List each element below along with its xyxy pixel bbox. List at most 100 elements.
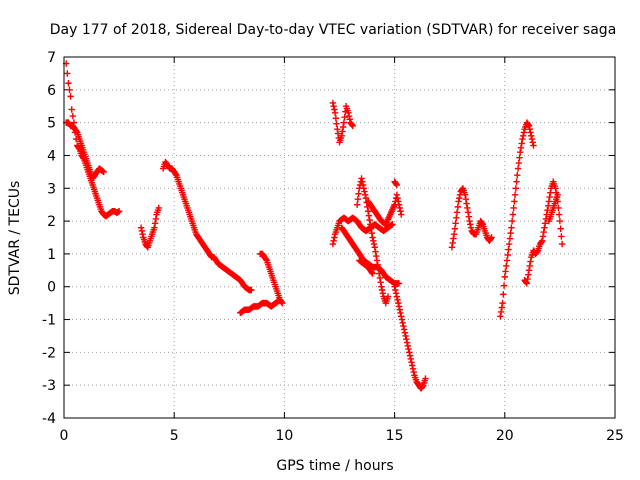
- y-tick-label: -4: [42, 411, 56, 427]
- series-segment-16: [497, 119, 537, 320]
- data-point: [506, 240, 513, 248]
- data-point: [558, 233, 565, 240]
- series-segment-4: [159, 158, 255, 294]
- data-point: [515, 159, 522, 167]
- data-point: [400, 326, 408, 333]
- x-tick-label: 20: [496, 428, 514, 444]
- data-point: [557, 225, 564, 232]
- data-point: [349, 122, 356, 130]
- data-point: [540, 228, 547, 236]
- data-point: [278, 298, 285, 306]
- data-point: [362, 191, 369, 199]
- data-point: [409, 365, 417, 372]
- data-point: [340, 119, 348, 126]
- data-point: [525, 267, 533, 274]
- series-segment-9: [353, 175, 392, 307]
- data-point: [464, 209, 472, 216]
- series-segment-12: [356, 257, 376, 277]
- x-axis-label: GPS time / hours: [276, 458, 393, 474]
- data-point: [394, 194, 401, 202]
- data-point: [397, 309, 404, 317]
- series-segment-6: [256, 250, 286, 307]
- y-tick-labels: -4 -3 -2 -1 0 1 2 3 4 5 6 7: [42, 50, 56, 427]
- series-segment-5: [237, 296, 284, 317]
- data-point: [514, 171, 521, 179]
- data-point: [329, 99, 337, 107]
- data-point: [395, 303, 403, 310]
- data-point: [331, 234, 338, 241]
- data-point: [526, 126, 533, 133]
- data-point: [392, 286, 399, 294]
- data-point: [396, 204, 403, 212]
- data-point: [365, 212, 373, 219]
- data-point: [500, 282, 508, 289]
- data-point: [408, 359, 415, 366]
- data-point: [539, 233, 547, 240]
- data-point: [503, 257, 511, 264]
- x-tick-label: 10: [275, 428, 293, 444]
- data-point: [361, 188, 368, 195]
- data-point: [369, 270, 376, 277]
- data-point: [393, 191, 401, 199]
- series-segment-11: [364, 191, 405, 228]
- data-point: [508, 217, 516, 225]
- data-point: [391, 283, 398, 290]
- data-point: [467, 221, 474, 228]
- data-point: [395, 299, 402, 307]
- data-point: [487, 235, 495, 242]
- data-point: [456, 194, 463, 202]
- data-point: [395, 280, 403, 287]
- data-point: [151, 224, 158, 231]
- data-point: [155, 204, 162, 212]
- data-point: [499, 299, 506, 307]
- data-point: [364, 208, 372, 215]
- data-point: [395, 201, 403, 208]
- data-point: [454, 203, 461, 211]
- data-point: [402, 332, 409, 340]
- data-point: [100, 168, 107, 176]
- data-point: [366, 216, 373, 224]
- series-segment-15: [448, 185, 495, 251]
- data-point: [525, 121, 532, 129]
- y-tick-label: 5: [47, 116, 56, 132]
- data-point: [64, 70, 71, 77]
- data-point: [248, 286, 255, 294]
- data-point: [392, 180, 400, 188]
- data-point: [345, 112, 353, 120]
- data-point: [367, 225, 375, 232]
- data-point: [514, 165, 522, 172]
- x-tick-labels: 0 5 10 15 20 25: [60, 428, 624, 444]
- data-point: [137, 224, 145, 231]
- data-point: [538, 238, 545, 246]
- data-point: [359, 181, 367, 189]
- data-point: [367, 221, 374, 228]
- data-point: [528, 132, 535, 139]
- data-point: [115, 208, 123, 215]
- data-point: [519, 135, 526, 143]
- x-tick-label: 15: [386, 428, 404, 444]
- data-point: [333, 120, 340, 127]
- data-point: [403, 339, 411, 346]
- data-point: [172, 170, 179, 178]
- series-segment-2: [63, 119, 107, 182]
- data-point: [498, 304, 506, 311]
- data-point: [507, 229, 514, 237]
- data-point: [393, 181, 401, 189]
- x-tick-label: 25: [606, 428, 624, 444]
- data-point: [355, 190, 362, 197]
- data-point: [541, 224, 548, 231]
- data-point: [518, 140, 525, 147]
- plot-frame: [63, 56, 616, 419]
- data-point: [505, 246, 512, 253]
- series-segment-17: [521, 178, 566, 287]
- y-tick-label: 0: [47, 280, 56, 296]
- data-point: [370, 237, 377, 244]
- data-point: [453, 214, 460, 222]
- grid-lines: [64, 57, 615, 418]
- data-point: [503, 262, 510, 270]
- data-point: [334, 126, 341, 133]
- data-point: [334, 130, 342, 137]
- data-point: [516, 154, 523, 161]
- data-point: [545, 198, 553, 205]
- data-point: [558, 240, 566, 248]
